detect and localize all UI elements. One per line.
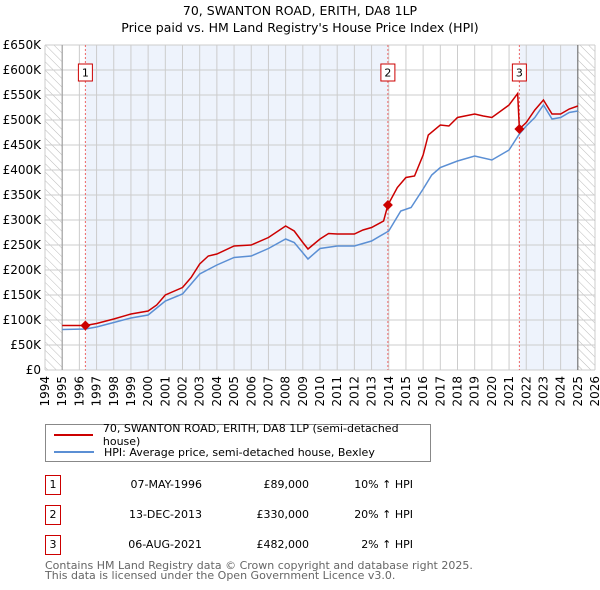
legend-label: HPI: Average price, semi-detached house,… <box>104 445 375 459</box>
sale-hpi-change: 20% ↑ HPI <box>354 508 413 521</box>
series-line-hpi <box>62 103 578 331</box>
x-tick-label: 1999 <box>124 376 138 407</box>
sale-badge-box <box>77 63 93 82</box>
x-tick-label: 2022 <box>519 376 533 407</box>
y-tick-label: £0 <box>26 363 41 377</box>
x-tick-label: 2023 <box>536 376 550 407</box>
y-tick-label: £250K <box>3 238 43 252</box>
x-tick-label: 2011 <box>330 376 344 407</box>
x-tick-label: 2014 <box>382 376 396 407</box>
sale-row: 2 13-DEC-2013 £330,000 20% ↑ HPI <box>45 505 413 525</box>
x-tick-label: 2021 <box>502 376 516 407</box>
x-tick-label: 2008 <box>279 376 293 407</box>
y-tick-label: £50K <box>10 338 42 352</box>
sale-number-badge: 1 <box>45 475 61 495</box>
x-tick-label: 2000 <box>141 376 155 407</box>
hatch-after-data <box>577 45 595 370</box>
x-tick-label: 1994 <box>38 376 52 407</box>
sale-badge-box <box>380 63 396 82</box>
y-tick-label: £400K <box>3 163 43 177</box>
x-tick-label: 2019 <box>468 376 482 407</box>
x-tick-label: 2009 <box>296 376 310 407</box>
sale-number-badge: 3 <box>45 535 61 555</box>
x-tick-label: 2012 <box>347 376 361 407</box>
y-tick-label: £150K <box>3 288 43 302</box>
x-tick-label: 1995 <box>55 376 69 407</box>
x-tick-label: 2004 <box>210 376 224 407</box>
x-tick-label: 2007 <box>261 376 275 407</box>
sale-point <box>382 200 393 210</box>
x-tick-label: 2005 <box>227 376 241 407</box>
legend-item-property: 70, SWANTON ROAD, ERITH, DA8 1LP (semi-d… <box>54 422 430 448</box>
x-tick-label: 1997 <box>90 376 104 407</box>
sale-date: 13-DEC-2013 <box>128 508 202 521</box>
y-tick-label: £450K <box>3 138 43 152</box>
sale-number-badge: 2 <box>45 505 61 525</box>
footer-copyright: Contains HM Land Registry data © Crown c… <box>45 559 473 572</box>
sale-price: £330,000 <box>256 508 310 521</box>
x-tick-label: 2018 <box>451 376 465 407</box>
sale-point <box>80 320 91 331</box>
sale-price: £482,000 <box>256 538 310 551</box>
x-tick-label: 2002 <box>176 376 190 407</box>
sale-badge-label: 1 <box>82 67 89 80</box>
x-tick-label: 2025 <box>571 376 585 407</box>
y-tick-label: £350K <box>3 188 43 202</box>
x-tick-label: 2006 <box>244 376 258 407</box>
x-tick-label: 2026 <box>588 376 600 407</box>
legend-item-hpi: HPI: Average price, semi-detached house,… <box>54 444 375 460</box>
shade-ownership-3 <box>519 45 578 370</box>
plot-area: 1994 1995 1996 1997 1998 1999 2000 2001 2002 2003… <box>3 38 600 407</box>
sale-date: 07-MAY-1996 <box>130 478 202 491</box>
legend: 70, SWANTON ROAD, ERITH, DA8 1LP (semi-d… <box>45 422 431 462</box>
sale-row: 1 07-MAY-1996 £89,000 10% ↑ HPI <box>45 475 413 495</box>
sale-badge-box <box>511 63 527 82</box>
legend-label: 70, SWANTON ROAD, ERITH, DA8 1LP (semi-d… <box>102 422 399 448</box>
series-line-property <box>62 91 579 327</box>
y-tick-label: £500K <box>3 113 43 127</box>
sale-date: 06-AUG-2021 <box>128 538 202 551</box>
y-tick-label: £200K <box>3 263 43 277</box>
chart-title: 70, SWANTON ROAD, ERITH, DA8 1LP <box>182 3 418 18</box>
y-tick-label: £650K <box>3 38 43 52</box>
x-tick-label: 2003 <box>193 376 207 407</box>
sale-badge-label: 3 <box>516 67 523 80</box>
sale-point <box>514 124 525 134</box>
x-tick-label: 2015 <box>399 376 413 407</box>
x-tick-label: 2001 <box>158 376 172 407</box>
sale-row: 3 06-AUG-2021 £482,000 2% ↑ HPI <box>45 535 413 555</box>
y-tick-label: £100K <box>3 313 43 327</box>
sale-hpi-change: 10% ↑ HPI <box>354 478 413 491</box>
hatch-before-data <box>45 45 63 370</box>
x-tick-label: 2013 <box>365 376 379 407</box>
x-tick-label: 2024 <box>554 376 568 407</box>
x-tick-label: 2020 <box>485 376 499 407</box>
x-tick-label: 2010 <box>313 376 327 407</box>
x-tick-label: 2016 <box>416 376 430 407</box>
sale-hpi-change: 2% ↑ HPI <box>361 538 413 551</box>
x-tick-label: 1996 <box>72 376 86 407</box>
footer-licence: This data is licensed under the Open Gov… <box>45 569 396 582</box>
legend-swatch <box>54 451 94 453</box>
sale-badge-label: 2 <box>384 67 391 80</box>
y-tick-label: £600K <box>3 63 43 77</box>
sale-price: £89,000 <box>263 478 310 491</box>
chart-subtitle: Price paid vs. HM Land Registry's House … <box>121 20 479 35</box>
y-tick-label: £550K <box>3 88 43 102</box>
y-tick-label: £300K <box>3 213 43 227</box>
x-tick-label: 1998 <box>107 376 121 407</box>
legend-swatch <box>54 434 93 436</box>
x-tick-label: 2017 <box>433 376 447 407</box>
